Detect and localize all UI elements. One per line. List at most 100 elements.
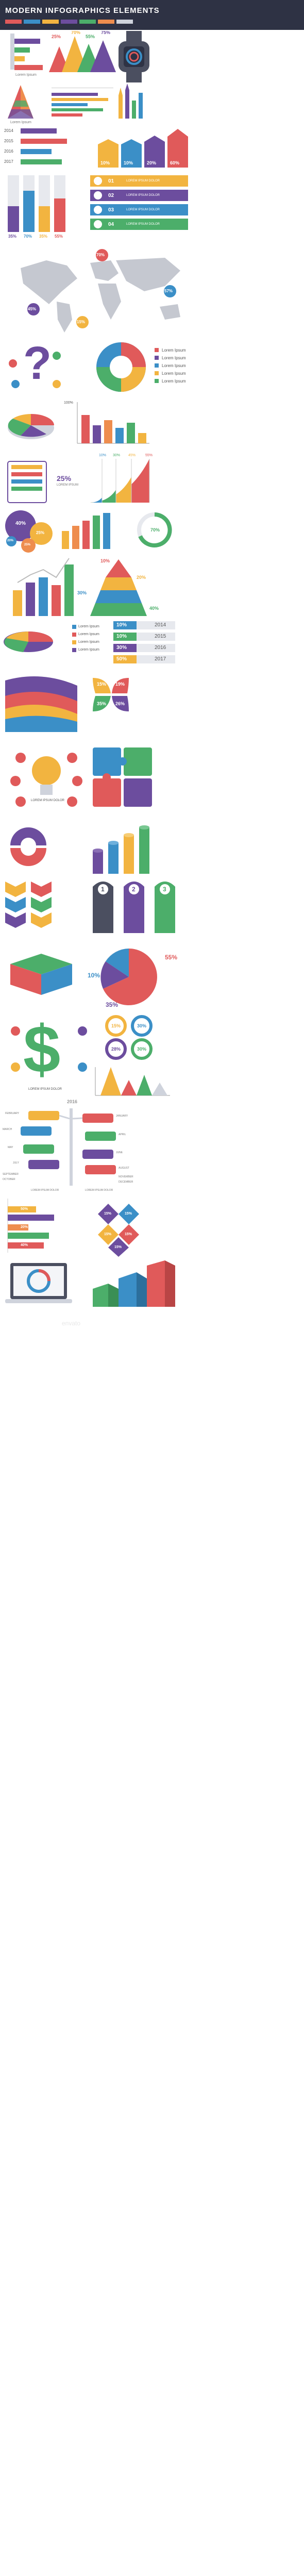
leaf-value: 35%	[97, 701, 107, 706]
pie-legend-item: Lorem Ipsum	[78, 625, 99, 628]
year-bar-year: 2016	[155, 645, 166, 651]
diamond-value: 15%	[125, 1233, 132, 1236]
pie-legend-item: Lorem Ipsum	[78, 633, 99, 636]
triangle-value: 25%	[52, 34, 61, 39]
palette-swatch	[79, 20, 96, 24]
bar-axis-label: 100%	[64, 401, 73, 405]
cylinder-value: 35%	[8, 234, 17, 239]
timeline-month: OCTOBER	[3, 1178, 15, 1181]
pie-value: 10%	[88, 972, 100, 979]
panel-cylinders-arrows: 35% 70% 35% 55% 01 02 03 04 LOREM IPSUM …	[0, 170, 304, 242]
drop-number: 1	[101, 886, 105, 893]
curve-value: 10%	[99, 454, 107, 457]
palette-swatch	[98, 20, 114, 24]
timeline-month: AUGUST	[119, 1167, 129, 1170]
panel-world-map: 70% 45% 57% 15%	[0, 242, 304, 338]
panel-arcs-cylinders	[0, 820, 304, 876]
panel-hbars-diamonds: 50% 20% 40% 15% 15% 15% 15% 15%	[0, 1196, 304, 1258]
hbar-value: 20%	[21, 1225, 28, 1229]
diamond-value: 15%	[104, 1233, 112, 1236]
timeline-year: 2016	[67, 1099, 78, 1104]
timeline-month: FEBRUARY	[5, 1112, 20, 1115]
circle-value: 20%	[7, 539, 14, 542]
donut-legend-item: Lorem Ipsum	[162, 348, 186, 353]
map-value: 15%	[77, 320, 86, 324]
year-bar-year: 2014	[155, 622, 166, 628]
donut-legend-item: Lorem Ipsum	[162, 371, 186, 376]
curve-center-value: 25%	[57, 474, 72, 483]
drop-number: 2	[132, 886, 136, 893]
radial-value: 30%	[137, 1023, 147, 1028]
panel-circles-ring: 40% 25% 25% 20% 70%	[0, 505, 304, 554]
panel-bars-pyramid: 10% 20% 30% 40%	[0, 554, 304, 619]
timeline-month: JULY	[13, 1161, 19, 1165]
panel-timeline: 2016 FEBRUARY JANUARY MARCH APRIL MAY JU…	[0, 1098, 304, 1196]
panel-dollar-radials: $ LOREM IPSUM DOLOR 15% 30% 28% 30%	[0, 1010, 304, 1098]
panel-box-pie: 55% 10% 35%	[0, 943, 304, 1010]
pie-value: 55%	[165, 954, 178, 961]
page-header: MODERN INFOGRAPHICS ELEMENTS	[0, 0, 304, 30]
palette-swatch	[116, 20, 133, 24]
pie-value: 35%	[106, 1001, 119, 1008]
radial-value: 15%	[111, 1023, 121, 1028]
watermark-text: envato	[62, 1320, 81, 1327]
pyramid-value: 20%	[137, 575, 146, 580]
arrow-number: 03	[108, 207, 114, 213]
arrow-number: 02	[108, 193, 114, 198]
palette-swatch	[42, 20, 59, 24]
arrow-label: LOREM IPSUM DOLOR	[126, 194, 160, 197]
timeline-month: APRIL	[119, 1133, 126, 1136]
year-bar-value: 10%	[116, 622, 127, 628]
map-value: 45%	[28, 307, 37, 311]
diamond-value: 15%	[104, 1212, 112, 1216]
cylinder-value: 55%	[55, 234, 63, 239]
hbar-value: 40%	[21, 1243, 28, 1247]
year-label: 2016	[4, 149, 13, 154]
year-label: 2017	[4, 159, 13, 164]
year-label: 2015	[4, 139, 13, 143]
pyramid-value: 30%	[77, 590, 87, 595]
arrow-label: LOREM IPSUM DOLOR	[126, 208, 160, 211]
diamond-value: 15%	[114, 1245, 122, 1249]
year-bar-value: 30%	[116, 645, 127, 651]
pyramid-caption: Lorem Ipsum	[10, 121, 31, 124]
timeline-month: MAY	[8, 1146, 13, 1149]
dollar-label: LOREM IPSUM DOLOR	[28, 1088, 62, 1091]
diamond-value: 15%	[125, 1212, 132, 1216]
arrow-number: 01	[108, 178, 114, 184]
arrow-label: LOREM IPSUM DOLOR	[126, 223, 160, 226]
panel-pie-bars: 100%	[0, 397, 304, 454]
arrow-number: 04	[108, 222, 114, 227]
bars-caption: Lorem Ipsum	[15, 73, 37, 77]
cylinder-value: 70%	[24, 234, 32, 239]
panel-curve: 25% LOREM IPSUM 10% 30% 45% 55%	[0, 454, 304, 505]
donut-legend-item: Lorem Ipsum	[162, 356, 186, 360]
curve-value: 45%	[128, 454, 136, 457]
page-title: MODERN INFOGRAPHICS ELEMENTS	[5, 6, 160, 15]
drop-number: 3	[163, 886, 166, 893]
leaf-value: 26%	[115, 701, 125, 706]
map-value: 57%	[164, 289, 173, 293]
map-value: 70%	[96, 253, 105, 257]
svg-text:$: $	[23, 1011, 60, 1087]
pyramid-value: 10%	[100, 558, 110, 563]
chevron-value: 20%	[147, 160, 157, 165]
timeline-month: NOVEMBER	[119, 1175, 133, 1178]
year-bar-year: 2017	[155, 656, 166, 662]
panel-chevrons-numbers: 1 2 3	[0, 876, 304, 943]
ring-value: 70%	[150, 527, 160, 533]
pie-legend-item: Lorem Ipsum	[78, 640, 99, 644]
panel-people-chevrons: 2014 2015 2016 2017 10% 10% 20% 60%	[0, 126, 304, 170]
chevron-value: 10%	[100, 160, 110, 165]
circle-value: 25%	[24, 543, 31, 546]
panel-bulb-puzzle: LOREM IPSUM DOLOR	[0, 742, 304, 820]
year-label: 2014	[4, 128, 13, 133]
donut-legend-item: Lorem Ipsum	[162, 363, 186, 368]
circle-value: 25%	[36, 530, 45, 535]
svg-text:?: ?	[23, 338, 52, 389]
palette-swatch	[24, 20, 40, 24]
palette-swatch	[5, 20, 22, 24]
radial-value: 28%	[111, 1046, 121, 1052]
timeline-month: JANUARY	[116, 1115, 128, 1118]
panel-question-donut: ? Lorem Ipsum Lorem Ipsum Lorem Ipsum Lo…	[0, 338, 304, 397]
